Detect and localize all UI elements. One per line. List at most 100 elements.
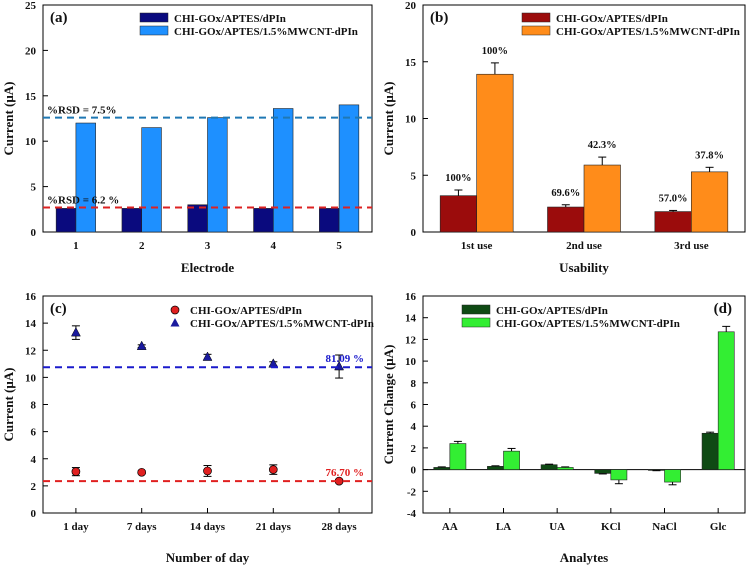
bar-mwcnt (717, 331, 735, 470)
chart-panel-b: 0 5 10 15 20 1st use 2nd use 3rd use Usability Cu… (381, 0, 746, 275)
bar-dpin (654, 211, 692, 233)
legend-label: CHI-GOx/APTES/dPIn (496, 305, 608, 317)
y-tick-label: 4 (31, 454, 37, 466)
y-tick-label: 6 (31, 427, 37, 439)
y-tick-label: 4 (411, 421, 417, 433)
y-tick-label: 20 (405, 0, 417, 12)
y-tick-label: 6 (411, 400, 417, 412)
x-tick-label: 2nd use (566, 240, 602, 252)
x-tick-label: UA (549, 521, 565, 533)
y-tick-label: 5 (411, 170, 417, 182)
data-label: 37.8% (695, 150, 724, 161)
y-tick-label: 12 (405, 334, 417, 346)
y-axis-label: Current (μA) (381, 82, 396, 156)
y-tick-label: 15 (25, 91, 37, 103)
y-tick-label: -4 (407, 508, 417, 520)
legend-label: CHI-GOx/APTES/dPIn (556, 13, 668, 25)
x-tick-label: 1st use (461, 240, 493, 252)
x-tick-label: Glc (710, 521, 727, 533)
legend-swatch-mwcnt (521, 25, 551, 36)
x-axis-label: Number of day (166, 550, 250, 565)
legend-label: CHI-GOx/APTES/1.5%MWCNT-dPIn (556, 26, 740, 38)
bar-dpin (439, 195, 477, 233)
scatter-point-mwcnt (136, 340, 147, 350)
legend-label: CHI-GOx/APTES/1.5%MWCNT-dPIn (190, 318, 374, 330)
panel-label: (b) (430, 10, 448, 26)
y-tick-label: 12 (25, 345, 37, 357)
legend-swatch-dpin (521, 12, 551, 23)
x-tick-label: 28 days (322, 521, 358, 533)
bar-mwcnt (691, 171, 729, 233)
y-tick-label: 14 (25, 318, 37, 330)
bar-dpin (594, 469, 612, 474)
scatter-point-dpin (268, 465, 278, 474)
scatter-point-mwcnt (268, 358, 279, 368)
bar-dpin (121, 208, 142, 233)
x-tick-label: 1 (73, 240, 79, 252)
x-tick-label: 21 days (256, 521, 292, 533)
legend-swatch-dpin (139, 12, 169, 23)
y-tick-label: 16 (25, 291, 37, 303)
x-tick-label: 5 (336, 240, 342, 252)
x-tick-label: 1 day (63, 521, 89, 533)
reference-line-label: 76.70 % (326, 467, 365, 479)
y-tick-label: 0 (411, 227, 417, 239)
scatter-point-mwcnt (70, 327, 81, 337)
y-tick-label: 0 (31, 508, 37, 520)
bar-mwcnt (141, 127, 162, 233)
y-tick-label: 2 (31, 481, 37, 493)
chart-panel-d: -4 -2 0 2 4 6 8 10 12 14 16 AA LA UA KCl NaCl Glc Analyte… (381, 291, 746, 565)
bar-dpin (701, 432, 719, 470)
bar-dpin (319, 208, 340, 233)
data-label: 69.6% (551, 188, 580, 199)
x-tick-label: NaCl (652, 521, 676, 533)
bar-mwcnt (207, 117, 228, 233)
x-tick-label: 14 days (190, 521, 226, 533)
bar-dpin (547, 206, 585, 233)
bar-dpin (187, 204, 208, 233)
data-label: 100% (482, 46, 508, 57)
y-tick-label: 20 (25, 45, 37, 57)
bar-mwcnt (476, 73, 514, 233)
data-label: 57.0% (659, 193, 688, 204)
reference-line-label: 81.09 % (326, 353, 365, 365)
y-tick-label: 10 (25, 136, 37, 148)
x-axis-label: Analytes (560, 550, 608, 565)
bar-mwcnt (583, 164, 621, 233)
x-tick-label: 2 (139, 240, 145, 252)
y-tick-label: 10 (25, 372, 37, 384)
bar-mwcnt (556, 467, 574, 470)
legend-swatch-mwcnt (170, 318, 180, 327)
legend: CHI-GOx/APTES/dPInCHI-GOx/APTES/1.5%MWCN… (461, 304, 680, 330)
y-tick-label: 10 (405, 356, 417, 368)
legend-swatch-dpin (461, 304, 491, 315)
scatter-point-dpin (137, 467, 147, 477)
legend-swatch-mwcnt (461, 317, 491, 328)
bar-dpin (55, 208, 77, 233)
legend-label: CHI-GOx/APTES/dPIn (174, 13, 286, 25)
scatter-point-dpin (203, 466, 212, 476)
y-tick-label: 15 (405, 57, 417, 69)
y-tick-label: 25 (25, 0, 37, 12)
bar-dpin (253, 208, 274, 233)
bar-dpin (487, 466, 504, 470)
y-tick-label: 8 (411, 378, 417, 390)
x-axis-label: Electrode (181, 260, 234, 275)
y-tick-label: 10 (405, 114, 417, 126)
x-tick-label: 3 (205, 240, 211, 252)
legend: CHI-GOx/APTES/dPInCHI-GOx/APTES/1.5%MWCN… (170, 305, 374, 330)
y-tick-label: 0 (411, 465, 417, 477)
y-tick-label: 16 (405, 291, 417, 303)
reference-line-label: %RSD = 7.5% (47, 105, 117, 117)
legend-swatch-mwcnt (139, 25, 169, 36)
chart-panel-c: 0 2 4 6 8 10 12 14 16 1 day 7 days 14 days 21 days 28… (1, 291, 374, 565)
scatter-point-dpin (71, 467, 81, 476)
bar-mwcnt (272, 108, 294, 233)
chart-panel-a: 0 5 10 15 20 25 1 2 3 4 5 Electrode Current (μA) (a)%… (1, 0, 373, 275)
y-axis-label: Current (μA) (1, 82, 16, 156)
x-tick-label: AA (442, 521, 458, 533)
x-axis-label: Usability (559, 260, 609, 275)
y-axis-label: Current (μA) (1, 368, 16, 442)
bar-dpin (540, 464, 558, 470)
y-tick-label: 0 (31, 227, 37, 239)
